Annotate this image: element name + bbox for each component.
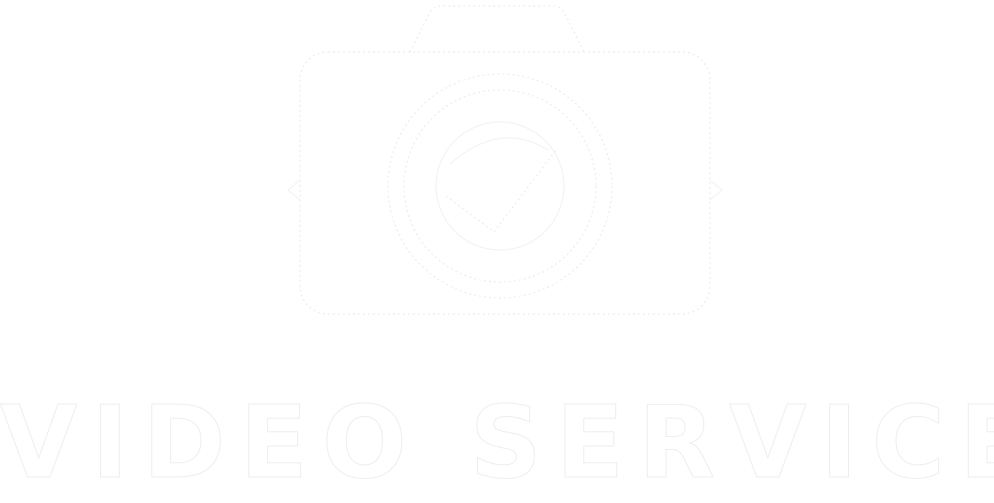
- lens-check-mark: [446, 150, 556, 232]
- camera-body: [300, 52, 710, 314]
- lens-outer-ring: [388, 74, 612, 298]
- logo-wordmark: VIDEO SERVICE: [0, 388, 994, 498]
- lens-arc: [450, 138, 548, 164]
- camera-side-right: [710, 180, 722, 200]
- lens-inner-ring: [436, 122, 564, 250]
- lens-middle-ring: [404, 90, 596, 282]
- camera-top-hump: [410, 6, 584, 52]
- camera-side-left: [288, 180, 300, 200]
